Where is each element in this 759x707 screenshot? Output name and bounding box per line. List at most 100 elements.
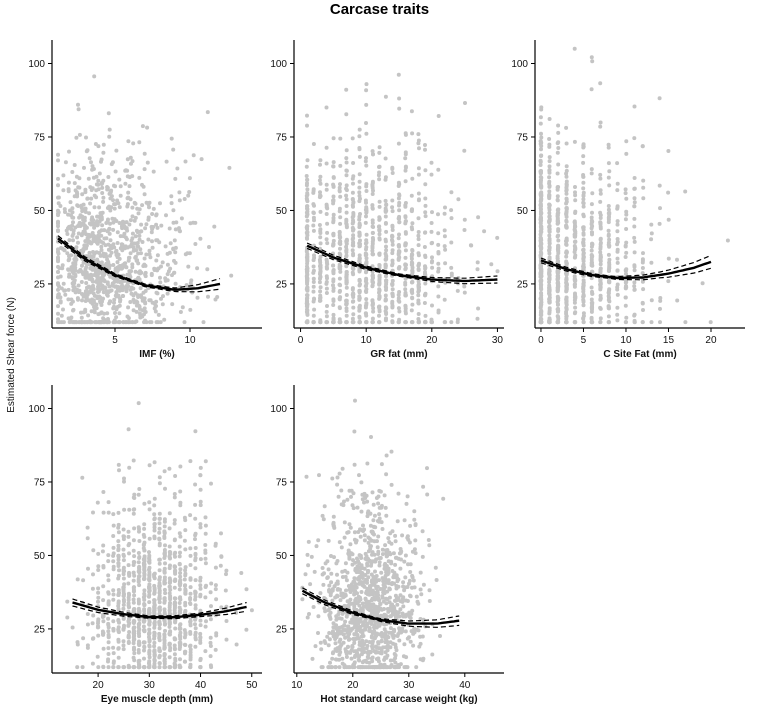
c-site-fat-mm-point bbox=[564, 289, 569, 294]
eye-muscle-depth-mm-point bbox=[147, 559, 151, 564]
hot-standard-carcase-weight-kg-point bbox=[426, 538, 431, 542]
gr-fat-mm-point bbox=[364, 311, 368, 316]
eye-muscle-depth-mm-point bbox=[198, 578, 203, 583]
imf-y-tick-label: 25 bbox=[34, 279, 46, 290]
eye-muscle-depth-mm-x-tick-label: 30 bbox=[144, 680, 156, 691]
hot-standard-carcase-weight-kg-point bbox=[341, 503, 346, 508]
imf-point bbox=[91, 298, 96, 303]
gr-fat-mm-point bbox=[357, 154, 362, 159]
hot-standard-carcase-weight-kg-point bbox=[416, 628, 421, 633]
eye-muscle-depth-mm-point bbox=[96, 665, 101, 670]
gr-fat-mm-point bbox=[443, 261, 448, 266]
c-site-fat-mm-point bbox=[581, 292, 586, 297]
c-site-fat-mm-point bbox=[590, 59, 595, 64]
eye-muscle-depth-mm-point bbox=[106, 578, 111, 583]
c-site-fat-mm-point bbox=[581, 204, 586, 209]
eye-muscle-depth-mm-point bbox=[111, 551, 116, 556]
imf-point bbox=[99, 248, 104, 252]
imf-point bbox=[147, 248, 152, 253]
eye-muscle-depth-mm-point bbox=[157, 516, 162, 521]
gr-fat-mm-point bbox=[311, 188, 316, 193]
c-site-fat-mm-point bbox=[590, 191, 595, 196]
imf-point bbox=[97, 171, 102, 176]
c-site-fat-mm-point bbox=[572, 300, 577, 305]
imf-point bbox=[118, 193, 123, 198]
eye-muscle-depth-mm-point bbox=[157, 511, 162, 516]
gr-fat-mm-point bbox=[416, 191, 421, 196]
hot-standard-carcase-weight-kg-point bbox=[366, 569, 371, 573]
c-site-fat-mm-point bbox=[538, 274, 543, 279]
imf-point bbox=[131, 248, 136, 253]
eye-muscle-depth-mm-point bbox=[177, 605, 182, 610]
imf-point bbox=[111, 220, 116, 225]
eye-muscle-depth-mm-point bbox=[172, 552, 177, 557]
imf-point bbox=[62, 207, 67, 212]
gr-fat-mm-point bbox=[403, 290, 408, 295]
c-site-fat-mm-point bbox=[589, 167, 594, 172]
imf-point bbox=[112, 202, 117, 207]
gr-fat-mm-point bbox=[370, 179, 375, 184]
c-site-fat-mm-point bbox=[556, 246, 561, 251]
eye-muscle-depth-mm-point bbox=[203, 556, 208, 561]
eye-muscle-depth-mm-point bbox=[142, 573, 147, 578]
eye-muscle-depth-mm-point bbox=[147, 655, 152, 660]
eye-muscle-depth-mm-point bbox=[147, 652, 152, 657]
eye-muscle-depth-mm-point bbox=[137, 665, 142, 670]
c-site-fat-mm-point bbox=[641, 287, 646, 292]
gr-fat-mm-point bbox=[318, 235, 323, 240]
imf-point bbox=[92, 205, 97, 210]
imf-point bbox=[65, 232, 70, 236]
imf-point bbox=[121, 320, 126, 325]
gr-fat-mm-point bbox=[305, 285, 310, 290]
hot-standard-carcase-weight-kg-point bbox=[352, 576, 357, 581]
gr-fat-mm-point bbox=[331, 212, 336, 217]
eye-muscle-depth-mm-point bbox=[173, 658, 178, 663]
imf-point bbox=[92, 293, 97, 298]
gr-fat-mm-point bbox=[305, 236, 310, 241]
eye-muscle-depth-mm-point bbox=[116, 553, 121, 558]
gr-fat-mm-x-tick-label: 10 bbox=[361, 335, 373, 346]
eye-muscle-depth-mm-point bbox=[162, 566, 167, 571]
c-site-fat-mm-point bbox=[538, 232, 543, 237]
gr-fat-mm-point bbox=[344, 253, 349, 258]
gr-fat-mm-point bbox=[449, 320, 454, 325]
imf-point bbox=[130, 265, 135, 270]
imf-point bbox=[83, 291, 88, 296]
imf-point bbox=[178, 229, 182, 234]
gr-fat-mm-x-tick-label: 20 bbox=[426, 335, 438, 346]
imf-point bbox=[165, 272, 170, 277]
imf-point bbox=[92, 193, 97, 198]
eye-muscle-depth-mm-point bbox=[162, 534, 167, 539]
gr-fat-mm-point bbox=[337, 297, 342, 302]
c-site-fat-mm-point bbox=[606, 145, 611, 150]
gr-fat-mm-point bbox=[390, 234, 395, 239]
imf-point bbox=[183, 159, 188, 164]
imf-point bbox=[135, 244, 140, 249]
hot-standard-carcase-weight-kg-point bbox=[352, 429, 357, 434]
eye-muscle-depth-mm-point bbox=[147, 608, 152, 613]
imf-point bbox=[108, 189, 113, 194]
c-site-fat-mm-point bbox=[581, 247, 586, 252]
gr-fat-mm-point bbox=[377, 145, 382, 150]
c-site-fat-mm-point bbox=[547, 233, 552, 238]
c-site-fat-mm-point bbox=[632, 268, 637, 273]
c-site-fat-mm-point bbox=[573, 233, 578, 238]
eye-muscle-depth-mm-point bbox=[162, 551, 167, 556]
imf-point bbox=[74, 320, 79, 325]
eye-muscle-depth-mm-point bbox=[244, 627, 249, 632]
eye-muscle-depth-mm-point bbox=[152, 590, 157, 595]
c-site-fat-mm-point bbox=[615, 260, 620, 265]
hot-standard-carcase-weight-kg-point bbox=[349, 656, 354, 661]
gr-fat-mm-point bbox=[430, 265, 435, 270]
eye-muscle-depth-mm-point bbox=[224, 637, 229, 642]
imf-point bbox=[76, 269, 81, 274]
eye-muscle-depth-mm-point bbox=[147, 648, 152, 653]
imf-point bbox=[92, 267, 97, 272]
imf-point bbox=[137, 207, 142, 212]
imf-point bbox=[207, 245, 211, 249]
imf-point bbox=[107, 231, 112, 236]
c-site-fat-mm-point bbox=[598, 293, 603, 298]
c-site-fat-mm-point bbox=[573, 229, 578, 234]
gr-fat-mm-point bbox=[403, 266, 408, 271]
gr-fat-mm-point bbox=[396, 266, 401, 271]
